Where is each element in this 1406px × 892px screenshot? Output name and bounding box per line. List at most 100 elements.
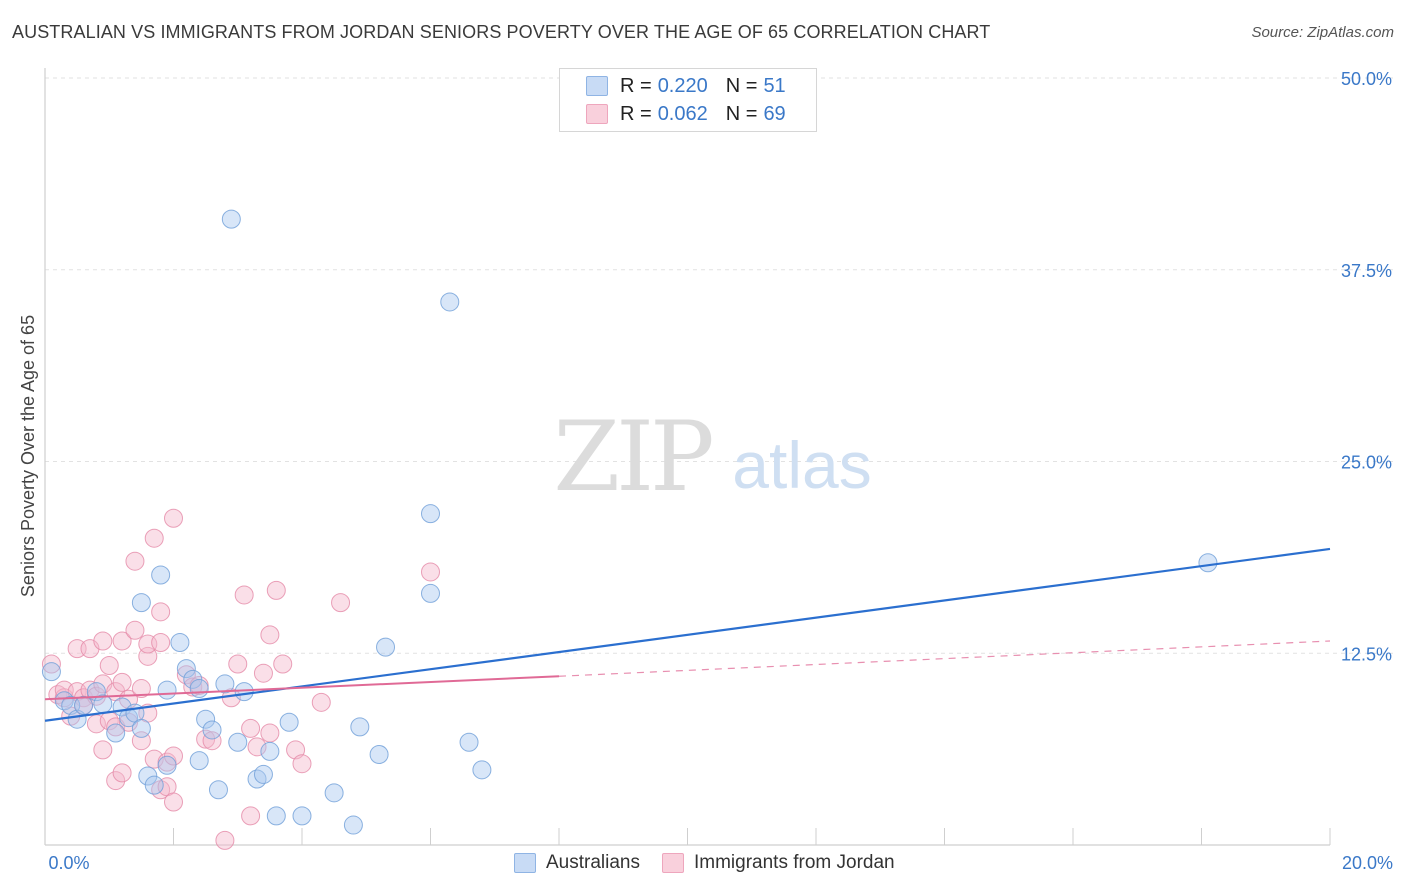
point-jordan bbox=[266, 580, 286, 600]
point-australians bbox=[369, 744, 389, 764]
data-points bbox=[41, 209, 1218, 850]
point-jordan bbox=[164, 508, 183, 528]
point-jordan bbox=[292, 754, 312, 774]
point-australians bbox=[376, 637, 396, 657]
point-jordan bbox=[196, 729, 216, 749]
point-jordan bbox=[286, 740, 306, 760]
trend-line-australians bbox=[44, 547, 1331, 722]
point-jordan bbox=[253, 663, 273, 683]
point-jordan bbox=[311, 692, 331, 712]
point-jordan bbox=[99, 656, 119, 676]
point-australians bbox=[189, 751, 209, 771]
point-australians bbox=[1198, 553, 1218, 573]
point-australians bbox=[221, 209, 241, 229]
point-australians bbox=[266, 806, 286, 826]
point-australians bbox=[343, 815, 363, 835]
y-tick-label: 50.0% bbox=[1341, 69, 1392, 89]
n-value: 69 bbox=[763, 102, 786, 125]
trend-lines bbox=[44, 547, 1331, 722]
trend-line-jordan-extrapolated bbox=[558, 640, 1331, 677]
point-jordan bbox=[215, 830, 235, 850]
point-jordan bbox=[144, 749, 164, 769]
point-australians bbox=[74, 695, 94, 715]
legend-label-australians: Australians bbox=[546, 852, 640, 873]
point-jordan bbox=[234, 585, 254, 605]
legend-item-jordan: Immigrants from Jordan bbox=[662, 852, 895, 874]
point-australians bbox=[131, 593, 151, 613]
chart-title: AUSTRALIAN VS IMMIGRANTS FROM JORDAN SEN… bbox=[12, 22, 991, 42]
point-jordan bbox=[41, 654, 61, 674]
point-australians bbox=[421, 504, 440, 524]
y-tick-label: 12.5% bbox=[1341, 644, 1392, 664]
x-tick-label: 20.0% bbox=[1342, 853, 1393, 873]
point-australians bbox=[440, 292, 460, 312]
point-jordan bbox=[93, 740, 113, 760]
point-jordan bbox=[241, 806, 261, 826]
point-australians bbox=[472, 760, 492, 780]
point-jordan bbox=[112, 631, 132, 651]
point-jordan bbox=[247, 737, 267, 757]
point-australians bbox=[41, 662, 61, 682]
y-tick-label: 25.0% bbox=[1341, 453, 1392, 473]
legend-swatch-australians bbox=[586, 76, 608, 96]
r-value: 0.220 bbox=[657, 74, 708, 97]
r-label: R = bbox=[620, 74, 652, 97]
y-tick-label: 37.5% bbox=[1341, 261, 1392, 281]
point-australians bbox=[215, 674, 235, 694]
point-australians bbox=[421, 583, 440, 603]
point-jordan bbox=[93, 631, 113, 651]
point-australians bbox=[106, 723, 126, 743]
point-jordan bbox=[112, 763, 132, 783]
n-label: N = bbox=[725, 74, 758, 97]
point-australians bbox=[208, 780, 228, 800]
axes bbox=[44, 68, 1331, 846]
stats-legend: R = 0.220 N = 51 R = 0.062 N = 69 bbox=[559, 68, 817, 132]
point-jordan bbox=[260, 723, 280, 743]
point-jordan bbox=[151, 602, 171, 622]
point-jordan bbox=[164, 792, 183, 812]
n-value: 51 bbox=[763, 74, 786, 97]
source-credit: Source: ZipAtlas.com bbox=[1251, 24, 1394, 41]
series-legend: Australians Immigrants from Jordan bbox=[514, 852, 917, 874]
legend-swatch-australians bbox=[514, 853, 536, 873]
r-value: 0.062 bbox=[657, 102, 708, 125]
point-australians bbox=[144, 775, 164, 795]
point-jordan bbox=[112, 672, 132, 692]
point-australians bbox=[170, 633, 190, 653]
watermark-zip: ZIP bbox=[553, 401, 712, 513]
stats-legend-row-australians: R = 0.220 N = 51 bbox=[586, 73, 786, 99]
point-jordan bbox=[241, 718, 261, 738]
point-australians bbox=[279, 712, 299, 732]
point-australians bbox=[67, 709, 87, 729]
point-jordan bbox=[151, 633, 171, 653]
point-jordan bbox=[421, 562, 440, 582]
n-label: N = bbox=[725, 102, 758, 125]
point-jordan bbox=[164, 746, 183, 766]
point-australians bbox=[176, 659, 196, 679]
point-australians bbox=[228, 732, 248, 752]
point-australians bbox=[196, 709, 216, 729]
point-australians bbox=[459, 732, 479, 752]
point-jordan bbox=[144, 528, 164, 548]
tick-labels: 12.5% 25.0% 37.5% 50.0% 0.0% 20.0% bbox=[48, 69, 1393, 873]
point-jordan bbox=[260, 625, 280, 645]
trend-line-jordan bbox=[44, 675, 560, 701]
point-australians bbox=[151, 565, 171, 585]
point-australians bbox=[157, 680, 177, 700]
watermark-atlas: atlas bbox=[732, 428, 871, 502]
point-australians bbox=[292, 806, 312, 826]
point-jordan bbox=[106, 771, 126, 791]
point-australians bbox=[260, 741, 280, 761]
legend-label-jordan: Immigrants from Jordan bbox=[694, 852, 895, 873]
point-jordan bbox=[202, 731, 222, 751]
legend-swatch-jordan bbox=[586, 104, 608, 124]
point-australians bbox=[138, 766, 158, 786]
watermark: ZIP atlas bbox=[553, 401, 871, 513]
point-australians bbox=[350, 717, 370, 737]
stats-legend-row-jordan: R = 0.062 N = 69 bbox=[586, 101, 786, 127]
point-australians bbox=[253, 764, 273, 784]
point-jordan bbox=[106, 717, 126, 737]
y-axis-label: Seniors Poverty Over the Age of 65 bbox=[18, 315, 38, 597]
point-australians bbox=[131, 718, 151, 738]
